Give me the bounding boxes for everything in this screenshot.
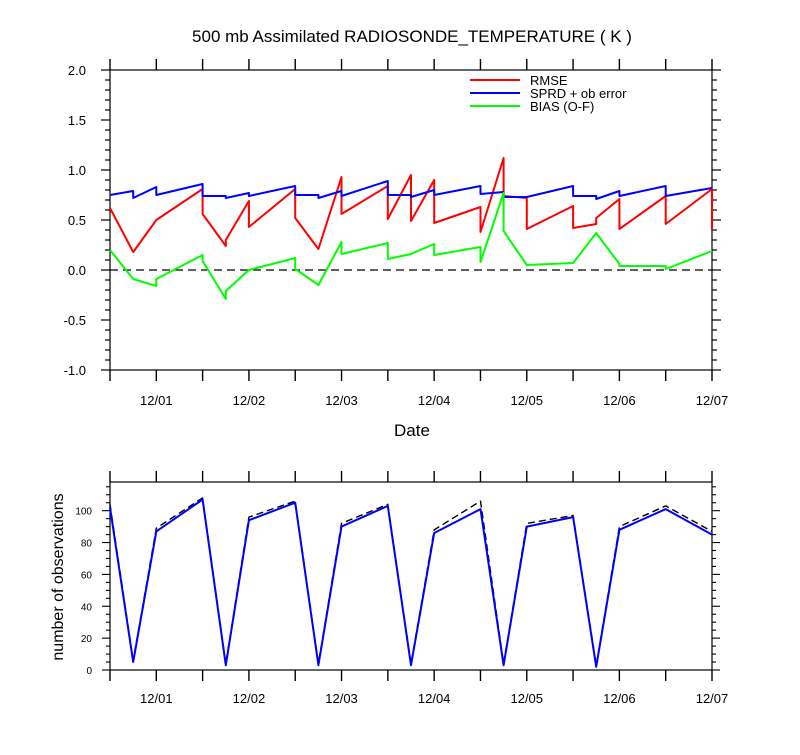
y-tick-label: 20 bbox=[81, 634, 93, 645]
x-tick-label: 12/02 bbox=[233, 691, 266, 706]
y-tick-label: 80 bbox=[81, 539, 93, 550]
x-tick-label: 12/07 bbox=[696, 393, 729, 408]
y-tick-label: 0 bbox=[86, 666, 92, 677]
top-x-tick-labels: 12/01 12/02 12/03 12/04 12/05 12/06 12/07 bbox=[140, 393, 728, 408]
top-axis-ticks bbox=[101, 59, 721, 381]
top-series-group bbox=[109, 157, 713, 300]
observations-dashed-line bbox=[109, 497, 713, 666]
x-tick-label: 12/05 bbox=[510, 393, 543, 408]
y-tick-label: 0.0 bbox=[68, 263, 86, 278]
y-axis-label-observations: number of observations bbox=[50, 493, 67, 660]
top-panel: 2.01.51.00.50.0-0.5-1.0 12/01 12/02 12/03 1… bbox=[64, 59, 728, 440]
bottom-series-group bbox=[109, 497, 713, 668]
y-tick-label: 2.0 bbox=[68, 63, 86, 78]
bottom-x-tick-labels: 12/01 12/02 12/03 12/04 12/05 12/06 12/07 bbox=[140, 691, 728, 706]
y-tick-label: 1.5 bbox=[68, 113, 86, 128]
bottom-y-tick-labels: 0 20 40 60 80 100 bbox=[75, 507, 92, 677]
x-tick-label: 12/04 bbox=[418, 393, 451, 408]
x-tick-label: 12/02 bbox=[233, 393, 266, 408]
x-tick-label: 12/01 bbox=[140, 691, 173, 706]
y-tick-label: 40 bbox=[81, 602, 93, 613]
x-tick-label: 12/06 bbox=[603, 691, 636, 706]
x-tick-label: 12/03 bbox=[325, 393, 358, 408]
legend-label: BIAS (O-F) bbox=[530, 99, 594, 114]
y-tick-label: -1.0 bbox=[64, 363, 86, 378]
series-line-sprd-ob-error bbox=[109, 180, 713, 200]
x-tick-label: 12/07 bbox=[696, 691, 729, 706]
legend-label: RMSE bbox=[530, 73, 568, 88]
observations-solid-line bbox=[109, 498, 713, 668]
y-tick-label: 0.5 bbox=[68, 213, 86, 228]
x-tick-label: 12/04 bbox=[418, 691, 451, 706]
top-y-tick-labels: 2.0 1.5 1.0 0.5 0.0 -0.5 -1.0 bbox=[64, 63, 86, 378]
x-tick-label: 12/01 bbox=[140, 393, 173, 408]
legend-label: SPRD + ob error bbox=[530, 86, 627, 101]
y-tick-label: 60 bbox=[81, 570, 93, 581]
bottom-axis-ticks bbox=[102, 471, 720, 681]
bottom-plot-frame bbox=[109, 481, 713, 671]
series-line-rmse bbox=[109, 157, 713, 253]
y-tick-label: -0.5 bbox=[64, 313, 86, 328]
x-tick-label: 12/05 bbox=[510, 691, 543, 706]
chart-title: 500 mb Assimilated RADIOSONDE_TEMPERATUR… bbox=[192, 27, 632, 46]
series-line-bias-o-f bbox=[109, 192, 713, 300]
x-axis-label: Date bbox=[394, 421, 430, 440]
y-tick-label: 1.0 bbox=[68, 163, 86, 178]
x-tick-label: 12/03 bbox=[325, 691, 358, 706]
x-tick-label: 12/06 bbox=[603, 393, 636, 408]
y-tick-label: 100 bbox=[75, 507, 92, 518]
